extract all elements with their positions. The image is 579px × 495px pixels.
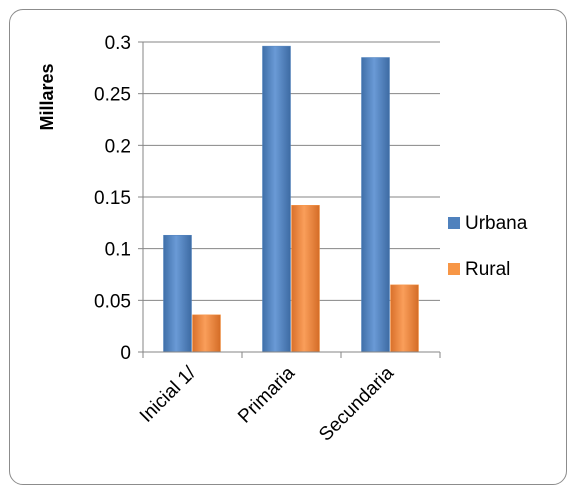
x-axis-ticks: Inicial 1/Primaria Secundaria xyxy=(136,352,441,446)
y-tick-label: 0.25 xyxy=(94,85,131,106)
y-tick-label: 0.3 xyxy=(105,33,131,54)
bar-rural-2 xyxy=(291,205,320,353)
y-tick-label: 0.2 xyxy=(105,136,131,157)
legend-label-urbana: Urbana xyxy=(465,213,528,234)
bar-urbana-3 xyxy=(361,57,390,353)
y-tick-label: 0.05 xyxy=(94,291,131,312)
bar-rural-3 xyxy=(390,284,419,353)
y-axis-title: Millares xyxy=(37,63,57,130)
bar-urbana-1 xyxy=(163,234,192,353)
x-tick-label: Primaria xyxy=(234,362,299,427)
legend-swatch-urbana xyxy=(448,217,460,229)
legend: Urbana Rural xyxy=(448,213,528,280)
y-tick-label: 0.15 xyxy=(94,188,131,209)
bar-rural-1 xyxy=(192,314,221,353)
legend-label-rural: Rural xyxy=(465,259,510,280)
y-tick-label: 0.1 xyxy=(105,240,131,261)
y-axis-ticks: 0 0.05 0.1 0.15 0.2 0.25 0.3 xyxy=(94,33,143,364)
bars xyxy=(163,45,419,353)
y-tick-label: 0 xyxy=(120,343,131,364)
x-tick-label: Inicial 1/ xyxy=(136,362,201,427)
legend-swatch-rural xyxy=(448,263,460,275)
x-tick-label: Secundaria xyxy=(315,362,398,445)
bar-urbana-2 xyxy=(262,45,291,353)
